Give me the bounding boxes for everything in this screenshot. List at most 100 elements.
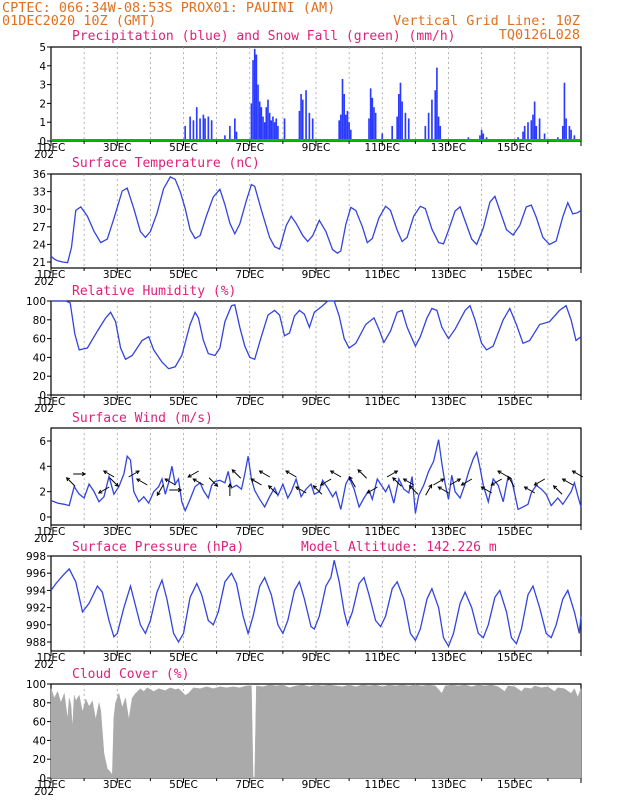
wind-arrow-head xyxy=(81,471,87,477)
press-ytick-label: 992 xyxy=(26,603,46,615)
wind-ytick-label: 4 xyxy=(39,461,46,473)
wind-xtick-label: 7DEC xyxy=(235,526,264,538)
wind-arrow xyxy=(259,470,271,478)
rh-title: Relative Humidity (%) xyxy=(72,284,236,299)
precip-bar xyxy=(258,101,261,141)
press-ytick-label: 990 xyxy=(26,620,46,632)
wind-arrow-head xyxy=(295,486,300,491)
precip-xtick-label: 13DEC xyxy=(431,142,466,154)
wind-arrow xyxy=(320,478,332,486)
wind-arrow xyxy=(109,477,119,487)
precip-bar xyxy=(431,99,433,141)
precip-bar xyxy=(252,60,254,141)
temp-line xyxy=(50,176,582,264)
precip-bar xyxy=(373,107,375,141)
wind-arrow xyxy=(524,486,536,494)
precip-xtick-label: 11DEC xyxy=(365,142,400,154)
cloud-xtick-label: 11DEC xyxy=(365,779,400,791)
wind-arrow-head xyxy=(187,473,192,478)
precip-bar xyxy=(535,125,538,141)
wind-arrow xyxy=(295,486,307,494)
precip-bar xyxy=(204,118,206,141)
temp-title: Surface Temperature (nC) xyxy=(72,156,260,171)
wind-arrow xyxy=(313,485,323,495)
wind-arrow xyxy=(491,478,502,486)
wind-arrow xyxy=(461,478,473,486)
rh-xtick-label: 7DEC xyxy=(235,396,264,408)
rh-xtick-label: 13DEC xyxy=(431,396,466,408)
wind-arrow xyxy=(403,478,415,486)
cloud-ytick-label: 20 xyxy=(33,754,46,766)
cloud-ytick-label: 100 xyxy=(26,679,46,691)
precip-bar xyxy=(436,67,438,141)
precip-bar xyxy=(207,116,210,141)
cloud-xtick-label: 3DEC xyxy=(103,779,132,791)
wind-arrow-head xyxy=(97,489,103,494)
wind-arrow-head xyxy=(267,485,273,490)
precip-bar xyxy=(253,48,256,141)
wind-xtick-label: 1DEC xyxy=(37,526,66,538)
precip-xtick-label: 15DEC xyxy=(497,142,532,154)
wind-arrow-head xyxy=(156,491,161,497)
temp-xtick-label: 7DEC xyxy=(235,269,264,281)
precip-bar xyxy=(341,78,344,141)
wind-arrow xyxy=(553,485,563,495)
rh-xtick-label: 3DEC xyxy=(103,396,132,408)
cloud-year-label: 202 xyxy=(34,786,54,798)
precip-bar xyxy=(437,116,440,141)
precip-bar xyxy=(210,120,213,141)
wind-xtick-label: 3DEC xyxy=(103,526,132,538)
temp-xtick-label: 9DEC xyxy=(302,269,331,281)
wind-title: Surface Wind (m/s) xyxy=(72,411,213,426)
wind-arrow-head xyxy=(136,478,141,483)
wind-arrow xyxy=(136,478,148,486)
wind-arrow xyxy=(438,486,449,494)
wind-arrow-head xyxy=(393,470,399,475)
precip-bar xyxy=(538,118,541,141)
precip-bar xyxy=(573,135,576,141)
header-run-time: 01DEC2020 10Z (GMT) xyxy=(2,13,156,29)
rh-xtick-label: 1DEC xyxy=(37,396,66,408)
model-altitude: Model Altitude: 142.226 m xyxy=(301,540,497,555)
wind-arrow xyxy=(187,470,199,478)
precip-bar xyxy=(283,118,286,141)
precip-bar xyxy=(229,125,231,141)
wind-arrow-head xyxy=(319,481,325,486)
precip-xtick-label: 5DEC xyxy=(169,142,198,154)
wind-arrow xyxy=(192,478,204,486)
precip-bar xyxy=(530,120,533,141)
precip-bar xyxy=(268,112,271,141)
cloud-ytick-label: 40 xyxy=(33,735,46,747)
cloud-area xyxy=(50,684,582,779)
wind-arrow xyxy=(349,476,356,488)
precip-bar xyxy=(349,129,352,141)
precip-bar xyxy=(561,125,564,141)
temp-ytick-label: 33 xyxy=(33,187,46,199)
precip-bar xyxy=(523,125,526,141)
wind-arrow xyxy=(433,478,445,486)
precip-bar xyxy=(348,122,350,141)
rh-xtick-label: 15DEC xyxy=(497,396,532,408)
wind-xtick-label: 15DEC xyxy=(497,526,532,538)
wind-arrow xyxy=(497,470,509,478)
precip-bar xyxy=(235,131,238,141)
wind-arrow-head xyxy=(231,469,236,474)
header-model-code: TQ0126L028 xyxy=(499,27,580,43)
temp-xtick-label: 11DEC xyxy=(365,269,400,281)
precip-bar xyxy=(346,110,349,141)
temp-ytick-label: 36 xyxy=(33,169,47,181)
wind-arrow-head xyxy=(285,470,290,475)
rh-ytick-label: 100 xyxy=(26,296,46,308)
precip-bar xyxy=(192,120,195,141)
precip-bar xyxy=(308,112,311,141)
precip-bar xyxy=(565,118,567,141)
precip-bar xyxy=(391,125,394,141)
wind-arrow xyxy=(534,478,546,486)
cloud-xtick-label: 9DEC xyxy=(302,779,331,791)
wind-arrow-head xyxy=(114,482,119,487)
precip-xtick-label: 1DEC xyxy=(37,142,66,154)
wind-arrow xyxy=(357,469,367,479)
wind-arrow xyxy=(386,470,398,478)
wind-arrow xyxy=(572,470,584,478)
press-xtick-label: 11DEC xyxy=(365,652,400,664)
